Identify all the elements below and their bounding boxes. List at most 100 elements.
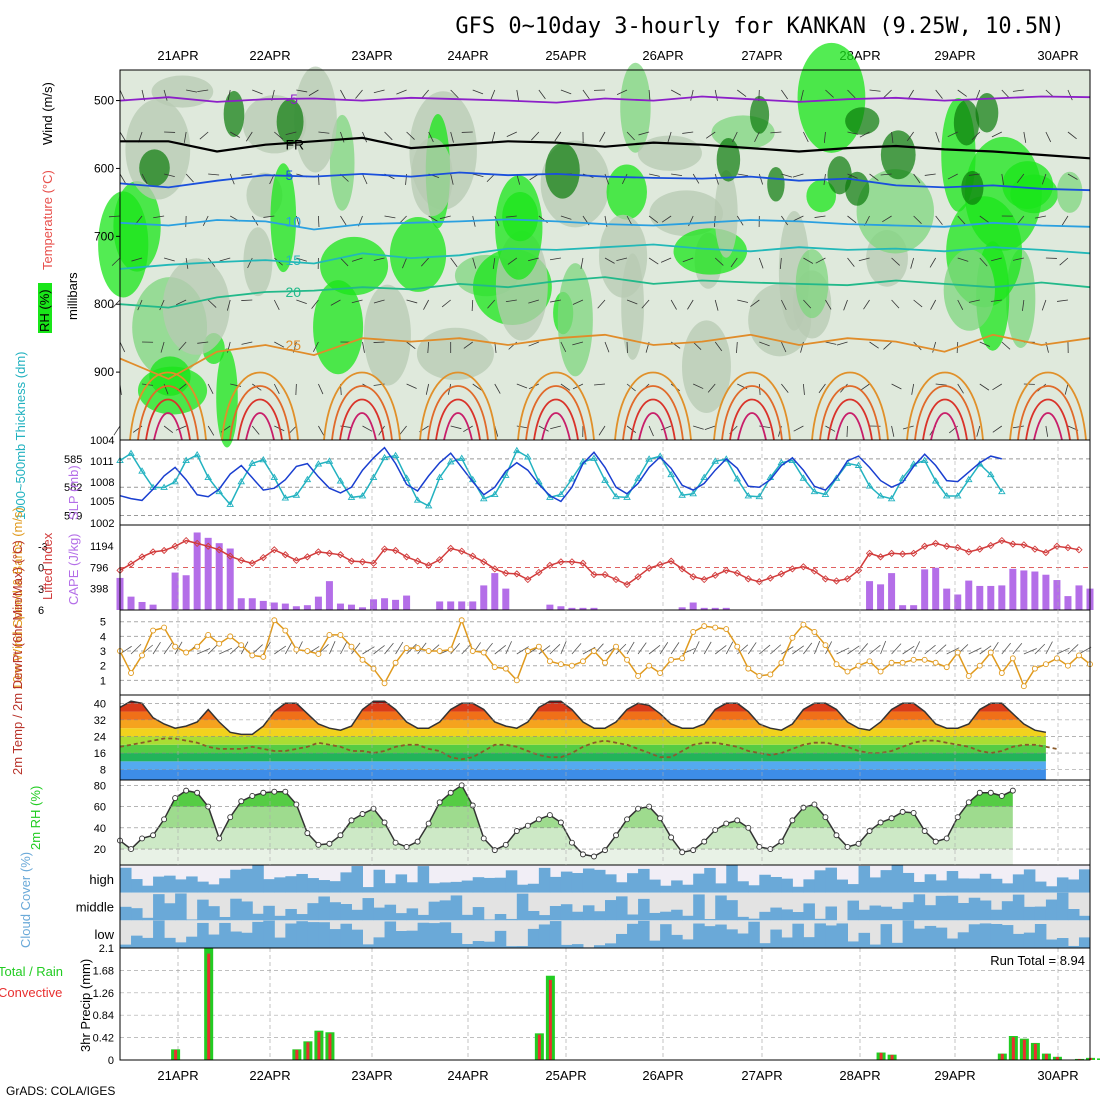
wind-barb — [947, 131, 958, 138]
wind-barb — [330, 299, 341, 306]
cloud-cell — [428, 901, 441, 921]
isotherm-warm-cell — [1033, 412, 1063, 441]
cloud-cell — [307, 922, 319, 948]
cape-bar — [303, 605, 311, 610]
cloud-cell — [527, 883, 540, 893]
lifted-index-point — [391, 546, 400, 555]
wind-barb — [1064, 383, 1069, 395]
ylabel-slp: SLP (mb) — [66, 465, 81, 520]
wind-barb — [648, 257, 659, 265]
wind-speed-point — [833, 661, 840, 668]
cape-bar — [193, 532, 201, 610]
wind-barb — [373, 299, 385, 304]
slp-point — [413, 496, 422, 503]
isotherm-warm-cell — [427, 385, 489, 441]
pressure-tick: 800 — [94, 297, 114, 311]
cloud-cell — [803, 903, 815, 921]
cloud-cell — [627, 923, 639, 948]
wind-barb — [847, 215, 857, 224]
lifted-index-point — [270, 546, 278, 554]
wind-barb — [1056, 299, 1069, 302]
cloud-cell — [538, 924, 551, 948]
cloud-cell — [164, 903, 176, 921]
wind-speed-point — [954, 649, 961, 656]
wind-speed-point — [998, 670, 1005, 676]
isotherm-warm-cell — [922, 398, 968, 441]
cloud-cell — [715, 895, 727, 921]
wind-barb — [113, 425, 121, 436]
cloud-cell — [1067, 945, 1080, 948]
wind-barb — [682, 257, 694, 263]
thickness-tick: 579 — [64, 511, 82, 523]
wind-barb — [649, 173, 660, 177]
lifted-index-point — [898, 550, 907, 558]
wind-speed-point — [557, 661, 564, 668]
wind-barb — [111, 257, 121, 266]
wind-speed-point — [712, 624, 719, 631]
slp-point — [303, 475, 312, 483]
wind-speed-point — [458, 617, 465, 624]
rh2m-point — [734, 817, 741, 824]
cloud-cell — [979, 923, 992, 948]
cloud-cell — [208, 884, 220, 893]
rh-shade-dark — [880, 130, 916, 180]
precip-tick: 0.84 — [93, 1010, 114, 1022]
lifted-index-point — [678, 565, 686, 573]
cloud-row-label: low — [94, 927, 114, 942]
cape-bar — [557, 606, 565, 610]
wind-barb — [847, 89, 856, 99]
cape-bar — [359, 607, 366, 610]
wind-barb — [340, 131, 345, 143]
slp-point — [358, 492, 367, 499]
cloud-cell — [726, 929, 738, 948]
wind-speed-point — [403, 645, 410, 652]
cloud-cell — [1023, 932, 1036, 948]
wind-speed-point — [348, 643, 355, 650]
cape-bar — [722, 607, 730, 610]
wind-barb — [661, 215, 672, 223]
isotherm-warm-cell — [630, 398, 676, 441]
cape-bar — [336, 603, 344, 610]
cape-bar — [436, 601, 444, 610]
cloud-cell — [252, 865, 264, 893]
slp-point — [887, 494, 896, 502]
wind-speed-point — [227, 633, 234, 640]
slp-point — [876, 492, 885, 499]
wind-barb — [313, 341, 319, 352]
wind-barb — [670, 642, 680, 655]
wind-barb — [245, 131, 253, 142]
lifted-index-point — [259, 553, 267, 562]
cloud-cell — [1001, 901, 1014, 921]
rh2m-point — [546, 812, 553, 819]
rh-shade — [943, 249, 995, 331]
cloud-cell — [693, 873, 705, 893]
lifted-index-point — [557, 558, 565, 566]
slp-point — [678, 491, 686, 498]
isotherm-warm-cell — [229, 385, 291, 441]
cloud-cell — [208, 934, 220, 948]
rh2m-point — [580, 851, 586, 858]
wind-speed-point — [756, 672, 763, 679]
wind-speed-point — [877, 668, 884, 675]
date-label-top: 22APR — [249, 48, 290, 63]
rh-shade-dark — [716, 137, 741, 182]
wind-barb — [308, 89, 319, 96]
wind-barb — [737, 644, 749, 655]
slp-point — [810, 487, 819, 495]
slp-point — [325, 457, 334, 464]
precip-convective-bar — [207, 953, 211, 1060]
cape-bar — [866, 581, 874, 610]
cloud-cell — [472, 877, 485, 893]
date-label-bottom: 27APR — [741, 1068, 782, 1083]
wind-barb — [384, 642, 394, 655]
rh-shade — [98, 191, 149, 298]
cloud-cell — [638, 920, 650, 948]
wind-barb — [869, 644, 881, 655]
cape-bar — [403, 595, 411, 610]
wind-barb — [399, 425, 407, 435]
cloud-cell — [704, 926, 716, 948]
cape-bar — [998, 585, 1006, 610]
wind-barb — [825, 641, 833, 655]
precip-convective-bar — [890, 1054, 894, 1060]
